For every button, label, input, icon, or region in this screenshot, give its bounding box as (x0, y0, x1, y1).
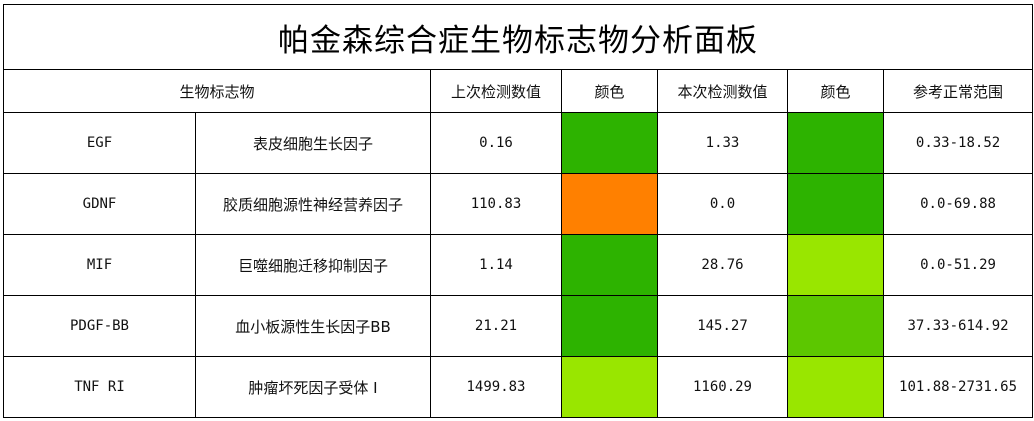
reference-range: 0.0-69.88 (882, 173, 1034, 235)
current-value: 1.33 (657, 112, 788, 174)
table-row: GDNF 胶质细胞源性神经营养因子 110.83 0.0 0.0-69.88 (3, 173, 1034, 235)
header-last-value: 上次检测数值 (430, 69, 562, 113)
table-row: PDGF-BB 血小板源性生长因子BB 21.21 145.27 37.33-6… (3, 295, 1034, 357)
table-row: MIF 巨噬细胞迁移抑制因子 1.14 28.76 0.0-51.29 (3, 234, 1034, 296)
current-color-swatch (787, 295, 884, 357)
last-color-swatch (561, 173, 658, 235)
current-color-swatch (787, 234, 884, 296)
table-row: TNF RI 肿瘤坏死因子受体 I 1499.83 1160.29 101.88… (3, 356, 1034, 418)
header-current-color: 颜色 (787, 69, 884, 113)
current-color-swatch (787, 356, 884, 418)
biomarker-table: 帕金森综合症生物标志物分析面板 生物标志物 上次检测数值 颜色 本次检测数值 颜… (2, 4, 1034, 418)
last-value: 1499.83 (430, 356, 562, 418)
biomarker-name: 血小板源性生长因子BB (195, 295, 431, 357)
last-value: 21.21 (430, 295, 562, 357)
header-reference-range: 参考正常范围 (882, 69, 1034, 113)
current-value: 0.0 (657, 173, 788, 235)
header-last-color: 颜色 (561, 69, 658, 113)
last-value: 0.16 (430, 112, 562, 174)
last-color-swatch (561, 234, 658, 296)
biomarker-name: 巨噬细胞迁移抑制因子 (195, 234, 431, 296)
header-biomarker: 生物标志物 (3, 69, 431, 113)
header-row: 生物标志物 上次检测数值 颜色 本次检测数值 颜色 参考正常范围 (3, 69, 1034, 113)
panel-title: 帕金森综合症生物标志物分析面板 (2, 4, 1034, 70)
current-color-swatch (787, 112, 884, 174)
current-value: 1160.29 (657, 356, 788, 418)
biomarker-panel: 帕金森综合症生物标志物分析面板 生物标志物 上次检测数值 颜色 本次检测数值 颜… (2, 4, 1034, 418)
current-color-swatch (787, 173, 884, 235)
biomarker-code: TNF RI (3, 356, 196, 418)
last-value: 110.83 (430, 173, 562, 235)
biomarker-code: EGF (3, 112, 196, 174)
current-value: 145.27 (657, 295, 788, 357)
reference-range: 0.0-51.29 (882, 234, 1034, 296)
header-current-value: 本次检测数值 (657, 69, 788, 113)
reference-range: 101.88-2731.65 (882, 356, 1034, 418)
biomarker-code: GDNF (3, 173, 196, 235)
last-color-swatch (561, 295, 658, 357)
biomarker-code: PDGF-BB (3, 295, 196, 357)
current-value: 28.76 (657, 234, 788, 296)
reference-range: 0.33-18.52 (882, 112, 1034, 174)
biomarker-name: 肿瘤坏死因子受体 I (195, 356, 431, 418)
biomarker-name: 胶质细胞源性神经营养因子 (195, 173, 431, 235)
last-color-swatch (561, 356, 658, 418)
biomarker-name: 表皮细胞生长因子 (195, 112, 431, 174)
last-value: 1.14 (430, 234, 562, 296)
biomarker-code: MIF (3, 234, 196, 296)
reference-range: 37.33-614.92 (882, 295, 1034, 357)
table-row: EGF 表皮细胞生长因子 0.16 1.33 0.33-18.52 (3, 112, 1034, 174)
last-color-swatch (561, 112, 658, 174)
